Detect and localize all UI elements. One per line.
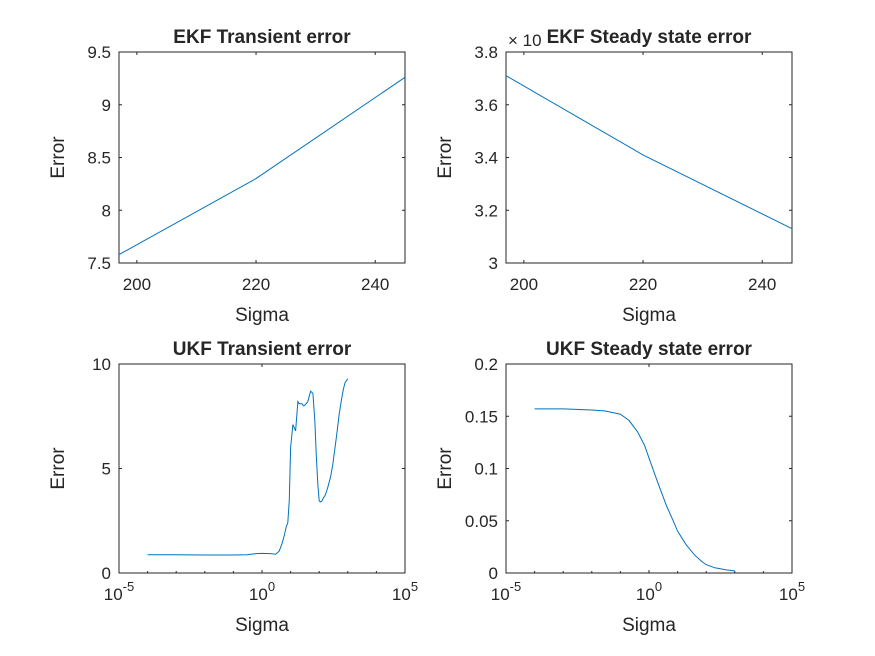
ukf-transient-xtick-exponent: 0: [268, 579, 275, 594]
ukf-steady-xtick-exponent: -5: [510, 579, 522, 594]
ekf-transient-ytick-label: 8: [102, 201, 111, 220]
ukf-steady-series-line: [534, 408, 735, 572]
ekf-transient-xtick-label: 240: [361, 275, 389, 294]
ukf-steady-ytick-label: 0: [489, 564, 498, 583]
ukf-transient-xtick-base: 10: [104, 585, 123, 604]
ukf-steady-xtick-base: 10: [636, 585, 655, 604]
ukf-steady-ytick-label: 0.05: [465, 512, 498, 531]
ekf-transient-ytick-label: 9.5: [87, 43, 111, 62]
ekf-transient-series-line: [118, 76, 406, 256]
ekf-transient-chart: 200 220 240 7.5 8 8.5 9 9.5 EKF Transient error S…: [48, 27, 406, 326]
ekf-steady-xtick-label: 240: [748, 275, 776, 294]
ekf-steady-xtick-label: 200: [510, 275, 538, 294]
ekf-steady-chart: 200 220 240 3 3.2 3.4 3.6 3.8 EKF Steady state e…: [435, 27, 793, 326]
ukf-steady-xtick-label: 105: [779, 579, 805, 604]
ekf-transient-xtick-label: 200: [123, 275, 151, 294]
ukf-steady-xtick-label: 10-5: [491, 579, 521, 604]
ukf-transient-xtick-exponent: 5: [411, 579, 418, 594]
ekf-steady-exponent-label: × 10: [508, 31, 542, 50]
ukf-transient-ytick-label: 10: [92, 355, 111, 374]
ekf-transient-title: EKF Transient error: [173, 27, 351, 48]
ukf-steady-title: UKF Steady state error: [546, 339, 753, 360]
ukf-steady-ytick-label: 0.15: [465, 407, 498, 426]
ukf-steady-xtick-base: 10: [779, 585, 798, 604]
ekf-steady-series-line: [505, 75, 793, 230]
ekf-transient-ytick-label: 8.5: [87, 149, 111, 168]
ekf-steady-ytick-label: 3: [489, 254, 498, 273]
ukf-transient-xtick-label: 10-5: [104, 579, 134, 604]
ekf-transient-xtick-label: 220: [242, 275, 270, 294]
ukf-transient-xtick-label: 100: [249, 579, 275, 604]
ekf-steady-title: EKF Steady state error: [547, 27, 752, 48]
ukf-transient-ytick-label: 0: [102, 564, 111, 583]
ekf-steady-ylabel: Error: [435, 136, 456, 179]
ekf-transient-ylabel: Error: [48, 136, 69, 179]
ukf-steady-plot-area: [505, 363, 793, 574]
ekf-steady-xtick-label: 220: [629, 275, 657, 294]
ukf-steady-xtick-exponent: 0: [655, 579, 662, 594]
ukf-transient-series-line: [147, 378, 349, 556]
ukf-steady-xtick-base: 10: [491, 585, 510, 604]
ekf-steady-ytick-label: 3.6: [474, 96, 498, 115]
ekf-transient-xlabel: Sigma: [235, 305, 289, 326]
ukf-steady-xtick-label: 100: [636, 579, 662, 604]
ukf-transient-xtick-base: 10: [249, 585, 268, 604]
ekf-steady-ytick-label: 3.2: [474, 201, 498, 220]
ukf-steady-xtick-exponent: 5: [798, 579, 805, 594]
ukf-transient-xlabel: Sigma: [235, 615, 289, 636]
ukf-steady-ytick-label: 0.1: [474, 460, 498, 479]
ukf-transient-xtick-base: 10: [392, 585, 411, 604]
ukf-transient-plot-area: [118, 363, 406, 574]
ekf-transient-ytick-label: 9: [102, 96, 111, 115]
ekf-steady-ytick-label: 3.4: [474, 149, 498, 168]
ekf-transient-ytick-label: 7.5: [87, 254, 111, 273]
ekf-steady-xlabel: Sigma: [622, 305, 676, 326]
ukf-transient-xtick-label: 105: [392, 579, 418, 604]
ukf-steady-xlabel: Sigma: [622, 615, 676, 636]
ukf-steady-ytick-label: 0.2: [474, 355, 498, 374]
ukf-transient-xtick-exponent: -5: [123, 579, 135, 594]
ukf-transient-ylabel: Error: [48, 447, 69, 490]
ukf-transient-ytick-label: 5: [102, 460, 111, 479]
ukf-transient-title: UKF Transient error: [173, 339, 352, 360]
ukf-steady-ylabel: Error: [435, 447, 456, 490]
ekf-steady-ytick-label: 3.8: [474, 43, 498, 62]
